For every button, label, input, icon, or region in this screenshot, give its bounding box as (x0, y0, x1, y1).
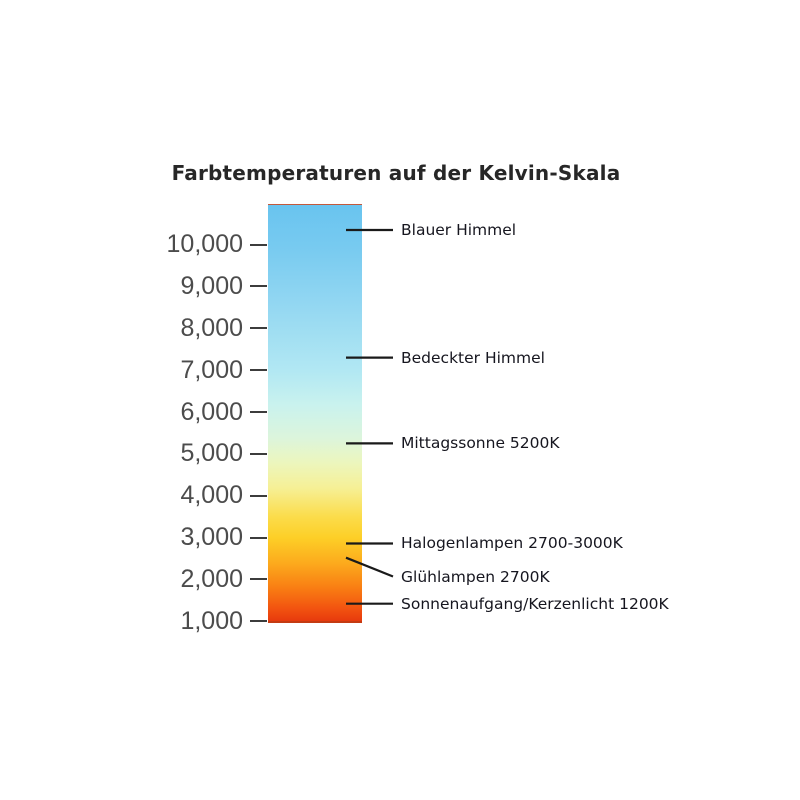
axis-tick-mark (250, 620, 267, 623)
axis-tick-label: 6,000 (180, 397, 243, 426)
annotation-label: Mittagssonne 5200K (401, 434, 560, 453)
annotation-label: Sonnenaufgang/Kerzenlicht 1200K (401, 594, 669, 613)
annotation-label: Halogenlampen 2700-3000K (401, 534, 623, 553)
axis-tick-mark (250, 285, 267, 288)
axis-tick-label: 10,000 (166, 230, 243, 259)
annotation-label: Glühlampen 2700K (401, 567, 550, 586)
kelvin-gradient-bar (268, 204, 362, 623)
axis-tick-label: 4,000 (180, 481, 243, 510)
axis-tick-mark (250, 411, 267, 414)
axis-tick-mark (250, 327, 267, 330)
axis-tick-label: 5,000 (180, 439, 243, 468)
axis-tick-mark (250, 578, 267, 581)
annotation-label: Blauer Himmel (401, 220, 517, 239)
chart-title: Farbtemperaturen auf der Kelvin-Skala (171, 161, 621, 185)
axis-tick-mark (250, 494, 267, 497)
axis-tick-label: 7,000 (180, 355, 243, 384)
axis-tick-label: 2,000 (180, 564, 243, 593)
axis-tick-label: 8,000 (180, 313, 243, 342)
axis-tick-mark (250, 536, 267, 539)
annotation-label: Bedeckter Himmel (401, 348, 545, 367)
axis-tick-label: 1,000 (180, 606, 243, 635)
axis-tick-mark (250, 369, 267, 372)
axis-tick-mark (250, 243, 267, 246)
axis-tick-mark (250, 452, 267, 455)
axis-tick-label: 3,000 (180, 523, 243, 552)
axis-tick-label: 9,000 (180, 271, 243, 300)
